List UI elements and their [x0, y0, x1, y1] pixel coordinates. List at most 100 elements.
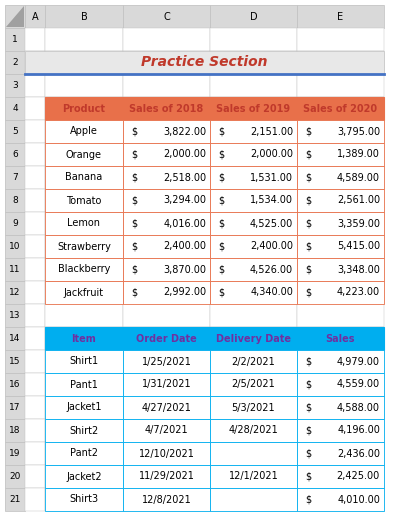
Bar	[45, 97, 123, 120]
Bar	[25, 258, 45, 281]
Bar	[209, 281, 296, 304]
Bar	[296, 120, 383, 143]
Bar	[5, 166, 25, 189]
Bar	[5, 5, 25, 28]
Text: Jackfruit: Jackfruit	[64, 288, 104, 298]
Text: $: $	[218, 242, 224, 251]
Text: 11: 11	[9, 265, 21, 274]
Bar	[296, 189, 383, 212]
Bar	[45, 120, 123, 143]
Bar	[25, 488, 45, 511]
Bar	[5, 281, 25, 304]
Text: 10: 10	[9, 242, 21, 251]
Bar	[123, 281, 209, 304]
Bar	[5, 350, 25, 373]
Text: $: $	[131, 150, 137, 160]
Bar	[45, 166, 123, 189]
Bar	[45, 28, 123, 51]
Text: Jacket1: Jacket1	[66, 403, 101, 413]
Bar	[123, 212, 209, 235]
Text: 12/10/2021: 12/10/2021	[138, 448, 194, 458]
Bar	[123, 120, 209, 143]
Bar	[123, 212, 209, 235]
Text: $: $	[304, 288, 310, 298]
Text: 2,561.00: 2,561.00	[336, 195, 379, 205]
Text: 5/3/2021: 5/3/2021	[231, 403, 274, 413]
Text: 2/5/2021: 2/5/2021	[231, 380, 275, 390]
Bar	[123, 189, 209, 212]
Bar	[296, 373, 383, 396]
Text: Order Date: Order Date	[136, 333, 196, 343]
Text: Product: Product	[62, 103, 105, 113]
Text: 3,348.00: 3,348.00	[336, 265, 379, 275]
Bar	[296, 396, 383, 419]
Bar	[5, 235, 25, 258]
Text: 4,979.00: 4,979.00	[336, 356, 379, 366]
Text: Item: Item	[72, 333, 96, 343]
Text: $: $	[304, 265, 310, 275]
Text: $: $	[131, 288, 137, 298]
Bar	[123, 166, 209, 189]
Text: $: $	[218, 265, 224, 275]
Bar	[296, 166, 383, 189]
Text: Strawberry: Strawberry	[57, 242, 111, 251]
Bar	[5, 327, 25, 350]
Bar	[296, 166, 383, 189]
Text: $: $	[304, 195, 310, 205]
Text: Shirt3: Shirt3	[69, 495, 98, 505]
Bar	[45, 396, 123, 419]
Bar	[296, 281, 383, 304]
Bar	[45, 281, 123, 304]
Bar	[45, 235, 123, 258]
Bar	[45, 373, 123, 396]
Bar	[45, 373, 123, 396]
Text: $: $	[131, 195, 137, 205]
Bar	[209, 465, 296, 488]
Text: $: $	[304, 471, 310, 481]
Text: Shirt1: Shirt1	[69, 356, 98, 366]
Bar	[25, 189, 45, 212]
Bar	[45, 212, 123, 235]
Bar	[5, 51, 25, 74]
Bar	[209, 350, 296, 373]
Bar	[45, 488, 123, 511]
Bar	[45, 143, 123, 166]
Bar	[123, 488, 209, 511]
Bar	[25, 166, 45, 189]
Text: 2,425.00: 2,425.00	[336, 471, 379, 481]
Text: Orange: Orange	[66, 150, 102, 160]
Text: 2,000.00: 2,000.00	[163, 150, 205, 160]
Bar	[209, 189, 296, 212]
Bar	[296, 419, 383, 442]
Bar	[296, 97, 383, 120]
Text: 2,436.00: 2,436.00	[336, 448, 379, 458]
Bar	[45, 304, 123, 327]
Bar	[45, 212, 123, 235]
Text: C: C	[163, 12, 169, 22]
Bar	[25, 28, 45, 51]
Text: 4,010.00: 4,010.00	[336, 495, 379, 505]
Bar	[5, 465, 25, 488]
Text: 4/28/2021: 4/28/2021	[228, 425, 278, 436]
Bar	[123, 373, 209, 396]
Bar	[209, 97, 296, 120]
Text: 19: 19	[9, 449, 21, 458]
Bar	[296, 396, 383, 419]
Bar	[123, 235, 209, 258]
Bar	[123, 143, 209, 166]
Bar	[5, 373, 25, 396]
Bar	[123, 373, 209, 396]
Bar	[209, 235, 296, 258]
Bar	[123, 465, 209, 488]
Bar	[296, 235, 383, 258]
Text: 1/25/2021: 1/25/2021	[141, 356, 191, 366]
Bar	[209, 28, 296, 51]
Bar	[25, 442, 45, 465]
Text: 1,531.00: 1,531.00	[249, 173, 292, 183]
Bar	[5, 442, 25, 465]
Bar	[209, 442, 296, 465]
Bar	[296, 350, 383, 373]
Text: 16: 16	[9, 380, 21, 389]
Text: 4,016.00: 4,016.00	[163, 218, 205, 228]
Bar	[296, 327, 383, 350]
